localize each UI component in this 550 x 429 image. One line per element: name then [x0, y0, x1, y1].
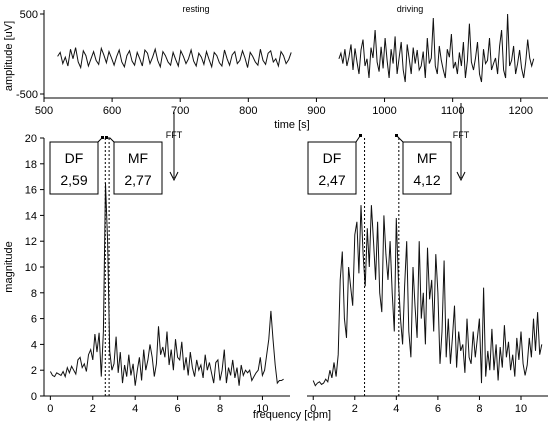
time-x-tick-label: 600 — [103, 105, 121, 117]
spectrum-x-tick-label: 4 — [393, 403, 399, 415]
spectrum-y-tick-label: 18 — [25, 159, 37, 171]
spectrum-y-tick-label: 12 — [25, 236, 37, 248]
spectrum-driving-line — [312, 205, 543, 387]
mf-label: MF — [128, 150, 148, 166]
time-x-tick-label: 800 — [239, 105, 257, 117]
spectrum-y-tick-label: 8 — [31, 288, 37, 300]
df-value: 2,59 — [60, 172, 87, 188]
df-marker-driving — [359, 134, 362, 137]
fft-arrow-left: FFT — [166, 112, 183, 182]
resting-signal-line — [57, 46, 292, 70]
mf-label: MF — [417, 150, 437, 166]
mf-value: 4,12 — [413, 172, 440, 188]
spectrum-y-tick-label: 2 — [31, 365, 37, 377]
df-label: DF — [323, 150, 342, 166]
mf-connector-resting — [108, 137, 115, 143]
mf-marker-driving — [395, 134, 398, 137]
spectrum-x-tick-label: 0 — [47, 403, 53, 415]
spectrum-x-tick-label: 6 — [435, 403, 441, 415]
spectrum-driving-x-ticks: 0 2 4 6 8 10 — [310, 396, 527, 415]
spectrum-x-tick-label: 8 — [476, 403, 482, 415]
time-y-tick-label: -500 — [16, 89, 38, 101]
df-marker-resting — [101, 136, 104, 139]
fft-arrow-right: FFT — [453, 103, 470, 182]
spectrum-x-tick-label: 2 — [90, 403, 96, 415]
mf-value: 2,77 — [124, 172, 151, 188]
df-box-resting: DF 2,59 — [49, 141, 99, 195]
mf-box-driving: MF 4,12 — [402, 141, 452, 195]
time-x-tick-label: 1000 — [372, 105, 396, 117]
time-x-tick-label: 1100 — [441, 105, 465, 117]
fft-label: FFT — [453, 130, 470, 140]
spectrum-y-tick-label: 4 — [31, 339, 37, 351]
time-y-tick-label: 500 — [20, 9, 38, 21]
time-y-axis-label: amplitude [uV] — [3, 21, 15, 91]
time-x-ticks: 500 600 700 800 900 1000 1100 1200 — [35, 98, 533, 117]
spectrum-x-tick-label: 8 — [217, 403, 223, 415]
spectrum-x-tick-label: 4 — [132, 403, 138, 415]
spectrum-resting-panel: 0 2 4 6 8 10 12 14 16 18 20 0 2 4 6 8 10 magnitude — [3, 133, 290, 415]
spectrum-y-ticks: 0 2 4 6 8 10 12 14 16 18 20 — [25, 133, 44, 403]
spectrum-resting-line — [49, 183, 284, 386]
df-label: DF — [65, 150, 84, 166]
time-x-tick-label: 700 — [171, 105, 189, 117]
fft-label: FFT — [166, 130, 183, 140]
df-value: 2,47 — [318, 172, 345, 188]
time-x-tick-label: 900 — [307, 105, 325, 117]
time-x-tick-label: 1200 — [509, 105, 533, 117]
spectrum-y-tick-label: 10 — [25, 262, 37, 274]
spectrum-y-axis-label: magnitude — [3, 241, 15, 292]
spectrum-x-tick-label: 10 — [256, 403, 268, 415]
driving-annotation: driving — [397, 4, 424, 14]
driving-signal-line — [338, 13, 535, 83]
resting-annotation: resting — [182, 4, 209, 14]
df-box-driving: DF 2,47 — [307, 141, 357, 195]
spectrum-driving-panel: 0 2 4 6 8 10 — [307, 138, 548, 415]
time-signal-panel: 500 -500 amplitude [uV] 500 600 700 800 900 1… — [3, 4, 548, 131]
mf-marker-resting — [105, 136, 108, 139]
spectrum-x-tick-label: 0 — [310, 403, 316, 415]
mf-box-resting: MF 2,77 — [113, 141, 163, 195]
spectrum-x-tick-label: 2 — [352, 403, 358, 415]
time-x-tick-label: 500 — [35, 105, 53, 117]
spectrum-x-axis-label: frequency [cpm] — [253, 409, 331, 421]
spectrum-y-tick-label: 16 — [25, 185, 37, 197]
spectrum-y-tick-label: 14 — [25, 210, 37, 222]
spectrum-x-tick-label: 6 — [175, 403, 181, 415]
spectrum-x-tick-label: 10 — [515, 403, 527, 415]
time-x-axis-label: time [s] — [274, 119, 309, 131]
spectrum-y-tick-label: 6 — [31, 314, 37, 326]
spectrum-y-tick-label: 20 — [25, 133, 37, 145]
spectrum-y-tick-label: 0 — [31, 391, 37, 403]
spectrum-resting-x-ticks: 0 2 4 6 8 10 — [47, 396, 269, 415]
